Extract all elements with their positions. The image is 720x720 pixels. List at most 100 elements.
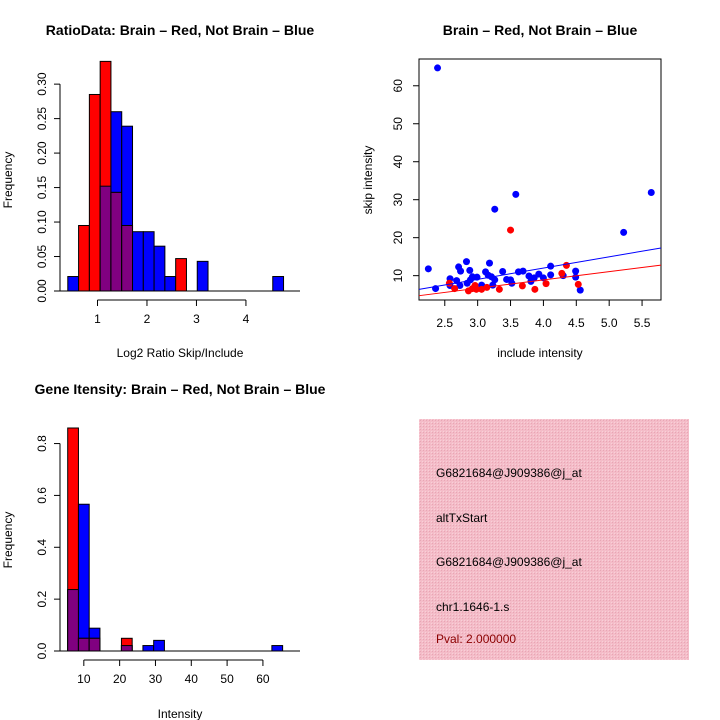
bar-overlap-purple: [121, 224, 134, 292]
x-tick-label: 20: [113, 672, 127, 686]
event-type: altTxStart: [436, 511, 488, 525]
bar-overlap-purple: [110, 191, 123, 292]
y-tick-label: 0.00: [35, 279, 49, 303]
point-blue: [547, 271, 555, 279]
point-red: [518, 282, 526, 290]
info-panel: G6821684@J909386@j_at altTxStart G682168…: [419, 419, 689, 660]
x-axis-label: include intensity: [497, 346, 582, 360]
bar-overlap-purple: [67, 589, 79, 652]
fit-line-red: [418, 264, 662, 297]
x-tick-label: 3: [193, 312, 200, 326]
x-tick-label: 1: [94, 312, 101, 326]
bar-overlap-purple: [77, 637, 90, 652]
point-red: [472, 285, 480, 293]
point-red: [451, 285, 459, 293]
bar-blue: [67, 276, 80, 292]
probe-id-2: G6821684@J909386@j_at: [436, 555, 582, 569]
x-tick-label: 4.5: [568, 316, 585, 330]
bar-overlap-purple: [88, 637, 101, 652]
y-tick-label: 0.6: [35, 487, 49, 504]
point-blue: [508, 279, 516, 287]
point-red: [507, 226, 515, 234]
point-blue: [525, 272, 533, 280]
bar-red: [175, 258, 187, 292]
y-axis-label: skip intensity: [361, 146, 375, 215]
gene-intensity-histogram: Gene Itensity: Brain – Red, Not Brain – …: [1, 381, 326, 720]
bar-overlap-purple: [120, 645, 133, 652]
x-tick-label: 30: [149, 672, 163, 686]
bar-blue: [142, 645, 155, 652]
y-tick-label: 50: [391, 117, 405, 131]
y-tick-label: 10: [391, 269, 405, 283]
point-blue: [576, 286, 584, 294]
location: chr1.1646-1.s: [436, 600, 509, 614]
point-red: [531, 285, 539, 293]
x-tick-label: 40: [185, 672, 199, 686]
point-blue: [620, 228, 628, 236]
plot-box: [418, 58, 662, 301]
pval: Pval: 2.000000: [436, 632, 516, 646]
bar-blue: [164, 276, 177, 292]
y-tick-label: 0.05: [35, 245, 49, 269]
y-tick-label: 0.4: [35, 539, 49, 556]
y-tick-label: 20: [391, 231, 405, 245]
bar-overlap-purple: [99, 185, 112, 292]
point-blue: [457, 267, 465, 275]
bar-blue: [196, 260, 209, 292]
y-tick-label: 0.30: [35, 72, 49, 96]
point-red: [558, 269, 566, 277]
point-red: [542, 280, 550, 288]
point-blue: [530, 274, 538, 282]
bar-blue: [153, 639, 165, 652]
bar-blue: [271, 645, 284, 652]
intensity-scatter: Brain – Red, Not Brain – Blue include in…: [361, 22, 662, 360]
point-blue: [485, 259, 493, 267]
point-blue: [572, 267, 580, 275]
y-tick-label: 30: [391, 193, 405, 207]
point-blue: [499, 267, 507, 275]
bar-blue: [272, 276, 285, 292]
x-tick-label: 5.0: [601, 316, 618, 330]
point-blue: [434, 64, 442, 72]
y-tick-label: 0.20: [35, 141, 49, 165]
x-tick-label: 4: [243, 312, 250, 326]
y-tick-label: 0.10: [35, 210, 49, 234]
point-blue: [547, 262, 555, 270]
y-tick-label: 0.15: [35, 176, 49, 200]
y-tick-label: 0.0: [35, 642, 49, 659]
point-blue: [491, 205, 499, 213]
point-red: [495, 285, 503, 293]
x-tick-label: 2.5: [436, 316, 453, 330]
point-blue: [535, 270, 543, 278]
x-tick-label: 10: [77, 672, 91, 686]
y-tick-label: 0.25: [35, 107, 49, 131]
x-axis-label: Intensity: [158, 707, 203, 720]
chart-title: RatioData: Brain – Red, Not Brain – Blue: [46, 22, 315, 38]
bar-red: [78, 224, 90, 292]
bar-blue: [153, 245, 166, 292]
x-tick-label: 3.5: [502, 316, 519, 330]
point-blue: [572, 273, 580, 281]
y-axis-label: Frequency: [1, 512, 15, 569]
y-tick-label: 60: [391, 79, 405, 93]
x-tick-label: 2: [144, 312, 151, 326]
chart-title: Gene Itensity: Brain – Red, Not Brain – …: [35, 381, 326, 397]
x-tick-label: 3.0: [469, 316, 486, 330]
point-blue: [512, 190, 520, 198]
x-tick-label: 60: [256, 672, 270, 686]
chart-title: Brain – Red, Not Brain – Blue: [443, 22, 638, 38]
y-tick-label: 0.8: [35, 435, 49, 452]
x-tick-label: 4.0: [535, 316, 552, 330]
point-blue: [456, 282, 464, 290]
ratio-histogram: RatioData: Brain – Red, Not Brain – Blue…: [1, 22, 314, 360]
point-blue: [647, 188, 655, 196]
x-tick-label: 50: [220, 672, 234, 686]
y-tick-label: 40: [391, 155, 405, 169]
bar-blue: [142, 231, 155, 292]
info-panel-background: [419, 419, 689, 660]
bar-blue: [132, 231, 144, 292]
point-red: [562, 261, 570, 269]
bar-red: [88, 93, 101, 292]
fit-line-blue: [418, 247, 662, 290]
